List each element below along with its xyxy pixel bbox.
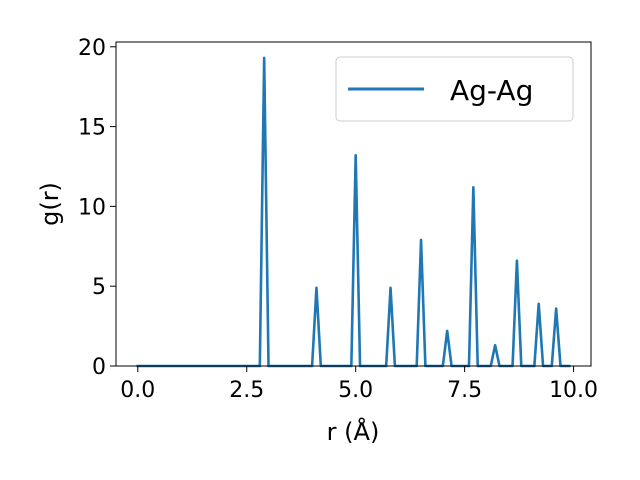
x-axis: 0.0 2.5 5.0 7.5 10.0 — [120, 366, 598, 403]
plot-frame — [115, 41, 592, 367]
series-layer — [136, 56, 571, 368]
y-tick-label: 0 — [92, 355, 106, 380]
x-tick-label: 2.5 — [229, 378, 264, 403]
legend-label-ag-ag: Ag-Ag — [450, 74, 533, 107]
y-tick-label: 15 — [78, 116, 106, 141]
y-axis-label: g(r) — [36, 182, 64, 226]
series-line-0 — [136, 56, 571, 368]
y-tick-label: 5 — [92, 275, 106, 300]
x-tick-label: 10.0 — [549, 378, 598, 403]
y-axis: 0 5 10 15 20 — [78, 36, 116, 380]
y-tick-label: 20 — [78, 36, 106, 61]
x-tick-label: 0.0 — [120, 378, 155, 403]
legend-box — [335, 56, 574, 122]
x-tick-label: 7.5 — [447, 378, 482, 403]
x-axis-label: r (Å) — [327, 417, 380, 446]
x-tick-label: 5.0 — [338, 378, 373, 403]
legend: Ag-Ag — [335, 56, 574, 122]
y-tick-label: 10 — [78, 195, 106, 220]
